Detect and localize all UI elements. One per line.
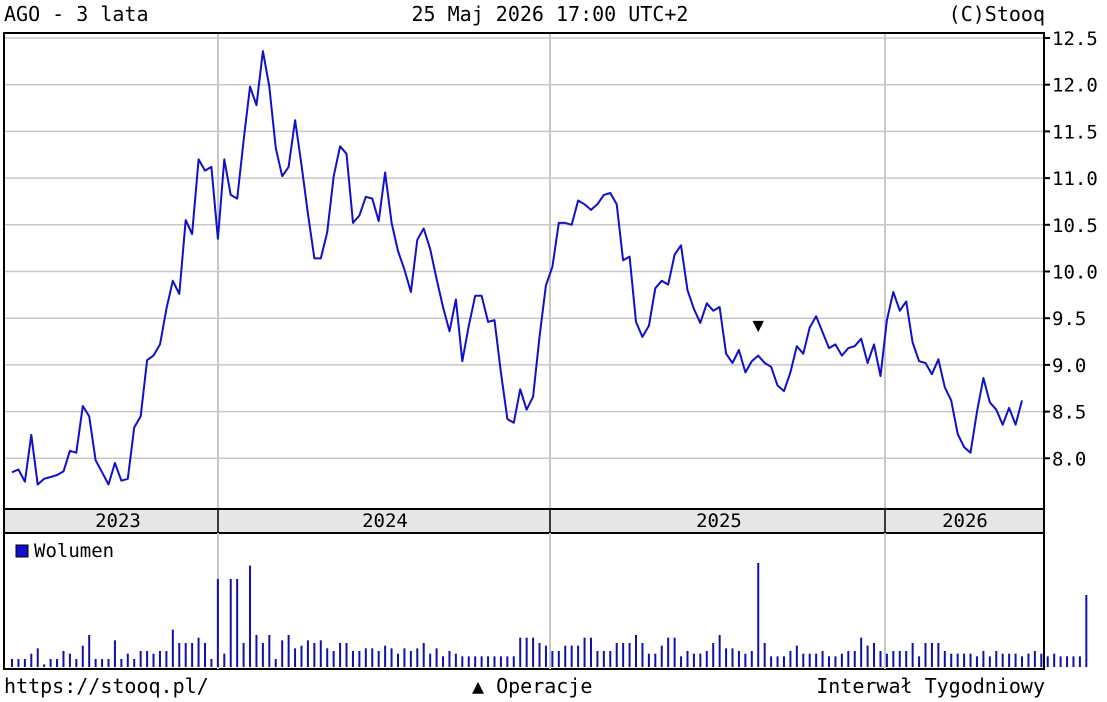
y-tick-label-7: 9.0: [1052, 355, 1086, 377]
x-year-label-0: 2023: [95, 510, 141, 532]
chart-datetime: 25 Maj 2026 17:00 UTC+2: [411, 2, 689, 26]
volume-grid: [217, 533, 886, 669]
operations-label: Operacje: [496, 674, 593, 698]
volume-legend-label: Wolumen: [34, 540, 114, 562]
y-tick-label-8: 8.5: [1052, 402, 1086, 424]
interval-label: Interwał Tygodniowy: [816, 674, 1045, 698]
triangle-up-icon: ▲: [472, 674, 485, 698]
y-tick-label-1: 12.0: [1052, 75, 1098, 97]
x-year-label-3: 2026: [942, 510, 988, 532]
y-tick-label-5: 10.0: [1052, 262, 1098, 284]
y-tick-label-0: 12.5: [1052, 28, 1098, 50]
x-year-label-1: 2024: [362, 510, 408, 532]
y-tick-label-6: 9.5: [1052, 308, 1086, 330]
x-axis-band-bg: [3, 508, 1045, 534]
operation-marker: ▼: [753, 315, 765, 337]
y-tick-label-2: 11.5: [1052, 121, 1098, 143]
volume-legend-swatch: [15, 544, 29, 558]
price-series-line: [11, 50, 1023, 486]
y-tick-label-3: 11.0: [1052, 168, 1098, 190]
y-axis: 12.5 12.0 11.5 11.0 10.5 10.0 9.5 9.0 8.5 8.0: [1044, 28, 1098, 470]
x-year-label-2: 2025: [696, 510, 742, 532]
x-axis: 2023 2024 2025 2026: [95, 510, 988, 532]
source-url-link[interactable]: https://stooq.pl/: [4, 674, 209, 698]
volume-plot-border: [3, 532, 1045, 670]
operations-toggle[interactable]: ▲ Operacje: [472, 674, 592, 698]
copyright-label: (C)Stooq: [948, 2, 1045, 26]
y-tick-label-4: 10.5: [1052, 215, 1098, 237]
price-grid: [4, 33, 1044, 509]
volume-frame: [3, 532, 1045, 670]
y-tick-label-9: 8.0: [1052, 448, 1086, 470]
volume-bars: [11, 563, 1088, 667]
chart-title: AGO - 3 lata: [4, 2, 149, 26]
x-axis-band: [3, 508, 1045, 534]
